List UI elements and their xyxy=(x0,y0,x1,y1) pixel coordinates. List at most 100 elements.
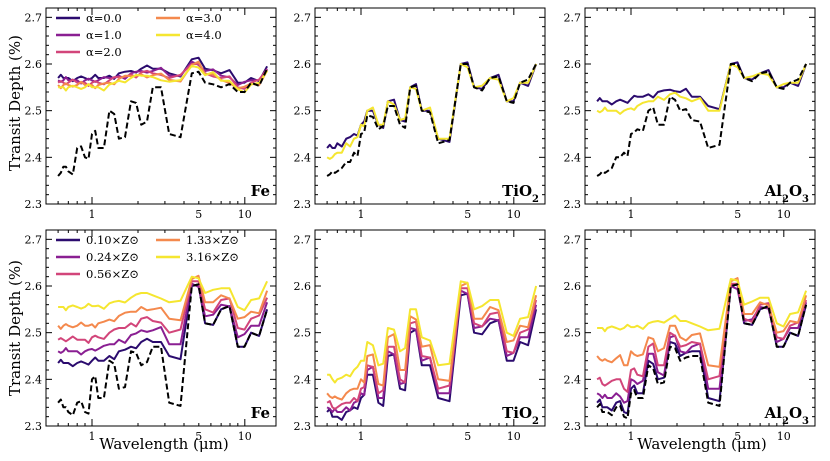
series-line-0 xyxy=(326,292,538,421)
series-line-4 xyxy=(58,64,268,94)
y-axis-label-top: Transit Depth (%) xyxy=(6,35,24,171)
panel-1-1: 2.3 2.4 2.5 2.6 2.7 1 5 10 TiO2 xyxy=(294,229,546,443)
panel-1-2: 2.3 2.4 2.5 2.6 2.7 1 5 10 Al2O3 xyxy=(564,229,816,443)
panel-0-2: 2.3 2.4 2.5 2.6 2.7 1 5 10 Al2O3 xyxy=(564,7,816,221)
y-tick-label: 2.4 xyxy=(294,151,312,164)
legend-entry-label: α=3.0 xyxy=(186,11,222,25)
species-label: Al2O3 xyxy=(764,182,809,205)
y-tick-label: 2.7 xyxy=(25,233,43,246)
y-tick-label: 2.3 xyxy=(294,198,312,211)
species-label: Fe xyxy=(251,182,270,200)
y-tick-label: 2.3 xyxy=(564,198,582,211)
y-tick-label: 2.5 xyxy=(25,105,43,118)
y-tick-label: 2.7 xyxy=(25,11,43,24)
panel-frame xyxy=(314,229,546,427)
y-tick-label: 2.6 xyxy=(25,58,43,71)
y-tick-label: 2.4 xyxy=(294,373,312,386)
reference-spectrum-line xyxy=(57,283,269,417)
y-tick-label: 2.3 xyxy=(294,420,312,433)
y-tick-label: 2.4 xyxy=(25,373,43,386)
legend-entry-label: 0.56×Z⊙ xyxy=(86,267,139,281)
x-tick-label: 1 xyxy=(89,208,96,221)
series-line-1 xyxy=(596,63,808,115)
legend-entry-label: α=0.0 xyxy=(86,11,122,25)
y-tick-label: 2.5 xyxy=(564,105,582,118)
legend-entry-label: α=2.0 xyxy=(86,45,122,59)
x-tick-label: 5 xyxy=(734,208,741,221)
legend-entry-label: α=4.0 xyxy=(186,28,222,42)
y-tick-label: 2.6 xyxy=(564,58,582,71)
reference-spectrum-line xyxy=(326,63,537,177)
series-line-1 xyxy=(326,63,538,160)
x-tick-label: 1 xyxy=(628,430,635,443)
x-axis-label-left: Wavelength (μm) xyxy=(99,435,228,453)
panel-frame xyxy=(584,7,816,205)
x-tick-label: 10 xyxy=(777,208,791,221)
series-line-3 xyxy=(57,274,269,330)
legend-entry-label: 0.24×Z⊙ xyxy=(86,250,139,264)
series-line-2 xyxy=(57,63,268,90)
species-label: TiO2 xyxy=(502,404,539,427)
species-label: TiO2 xyxy=(502,182,539,205)
reference-spectrum-line xyxy=(596,63,807,177)
panel-frame xyxy=(314,7,546,205)
legend-entry-label: 0.10×Z⊙ xyxy=(86,233,139,247)
legend-entry-label: 3.16×Z⊙ xyxy=(186,250,239,264)
series-line-1 xyxy=(57,60,268,86)
x-tick-label: 5 xyxy=(734,430,741,443)
y-tick-label: 2.4 xyxy=(25,151,43,164)
y-tick-label: 2.5 xyxy=(564,327,582,340)
x-tick-label: 1 xyxy=(358,430,365,443)
species-label: Al2O3 xyxy=(764,404,809,427)
series-line-1 xyxy=(326,289,538,413)
reference-spectrum-line xyxy=(57,68,269,177)
y-tick-label: 2.4 xyxy=(564,151,582,164)
y-tick-label: 2.5 xyxy=(294,105,312,118)
series-group xyxy=(326,280,538,421)
series-line-4 xyxy=(58,275,269,312)
series-group xyxy=(57,56,269,177)
panel-frame xyxy=(45,229,277,427)
series-line-3 xyxy=(326,281,538,401)
series-group xyxy=(596,61,808,177)
x-tick-label: 10 xyxy=(238,430,252,443)
series-line-0 xyxy=(57,283,269,368)
series-line-2 xyxy=(57,280,269,344)
series-group xyxy=(326,61,538,177)
y-tick-label: 2.3 xyxy=(564,420,582,433)
x-tick-label: 5 xyxy=(195,430,202,443)
legend-entry-label: α=1.0 xyxy=(86,28,122,42)
y-tick-label: 2.7 xyxy=(294,11,312,24)
series-group xyxy=(57,274,269,417)
series-line-2 xyxy=(596,282,808,393)
y-tick-label: 2.5 xyxy=(294,327,312,340)
series-line-2 xyxy=(326,287,538,410)
y-tick-label: 2.6 xyxy=(25,280,43,293)
x-tick-label: 10 xyxy=(238,208,252,221)
series-line-4 xyxy=(327,280,538,384)
series-line-0 xyxy=(57,56,268,84)
x-axis-label-right: Wavelength (μm) xyxy=(637,435,766,453)
x-tick-label: 5 xyxy=(464,208,471,221)
species-label: Fe xyxy=(251,404,270,422)
reference-spectrum-line xyxy=(596,283,808,420)
series-group xyxy=(596,277,808,420)
panel-0-0: 2.3 2.4 2.5 2.6 2.7 1 5 10 Fe α=0.0 α=1.0 α=2.0 α=3.… xyxy=(25,7,277,221)
y-tick-label: 2.6 xyxy=(294,280,312,293)
y-tick-label: 2.3 xyxy=(25,420,43,433)
x-tick-label: 1 xyxy=(358,208,365,221)
x-tick-label: 5 xyxy=(195,208,202,221)
x-tick-label: 5 xyxy=(464,430,471,443)
panel-0-1: 2.3 2.4 2.5 2.6 2.7 1 5 10 TiO2 xyxy=(294,7,546,221)
y-tick-label: 2.7 xyxy=(564,233,582,246)
panel-frame xyxy=(584,229,816,427)
x-tick-label: 10 xyxy=(507,430,521,443)
y-tick-label: 2.7 xyxy=(564,11,582,24)
panel-1-0: 2.3 2.4 2.5 2.6 2.7 1 5 10 Fe 0.10×Z⊙ 0.24×Z⊙ 0.56×… xyxy=(25,229,277,443)
series-line-3 xyxy=(596,277,808,368)
series-line-1 xyxy=(57,282,269,356)
y-tick-label: 2.5 xyxy=(25,327,43,340)
legend-entry-label: 1.33×Z⊙ xyxy=(186,233,239,247)
panel-frame xyxy=(45,7,277,205)
